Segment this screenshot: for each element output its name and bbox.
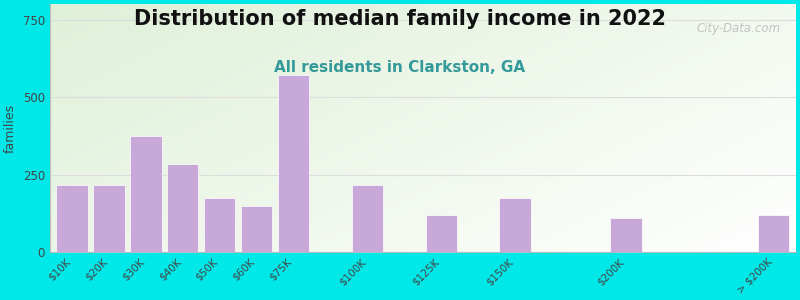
Bar xyxy=(94,185,125,252)
Bar xyxy=(204,198,235,252)
Bar xyxy=(278,75,310,252)
Text: Distribution of median family income in 2022: Distribution of median family income in … xyxy=(134,9,666,29)
Bar xyxy=(610,218,642,252)
Bar xyxy=(130,136,162,252)
Bar xyxy=(167,164,198,252)
Bar xyxy=(241,206,272,252)
Bar xyxy=(352,185,383,252)
Bar xyxy=(758,215,790,252)
Text: All residents in Clarkston, GA: All residents in Clarkston, GA xyxy=(274,60,526,75)
Y-axis label: families: families xyxy=(4,103,17,153)
Bar xyxy=(499,198,531,252)
Bar xyxy=(426,215,457,252)
Bar xyxy=(56,185,88,252)
Text: City-Data.com: City-Data.com xyxy=(697,22,781,34)
